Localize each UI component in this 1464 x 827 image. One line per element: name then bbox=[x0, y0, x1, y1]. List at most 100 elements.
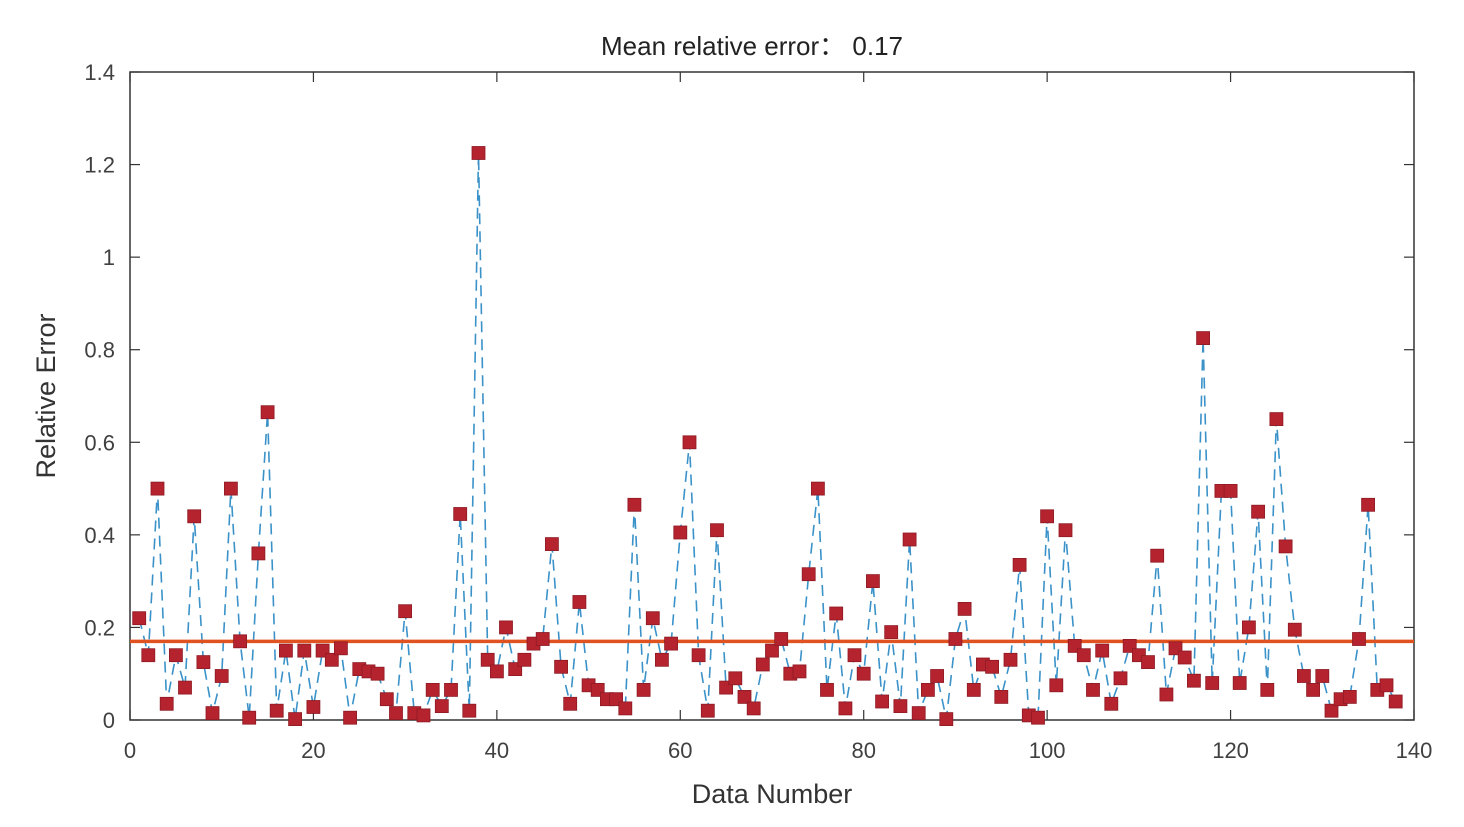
data-point-marker bbox=[710, 523, 724, 538]
data-point-marker bbox=[563, 696, 578, 711]
data-point-marker bbox=[398, 604, 413, 619]
data-point-marker bbox=[214, 669, 229, 683]
data-point-marker bbox=[691, 648, 706, 663]
data-point-marker bbox=[838, 701, 853, 716]
plot-area bbox=[129, 71, 1415, 721]
data-point-marker bbox=[957, 602, 972, 616]
data-point-marker bbox=[168, 648, 183, 663]
data-point-marker bbox=[1242, 620, 1256, 635]
data-point-marker bbox=[1251, 504, 1265, 519]
data-point-marker bbox=[911, 706, 926, 720]
x-tick-label: 120 bbox=[1212, 738, 1249, 763]
data-point-marker bbox=[444, 683, 458, 697]
data-point-marker bbox=[1205, 676, 1220, 690]
data-point-marker bbox=[1315, 669, 1330, 683]
data-point-marker bbox=[1159, 687, 1174, 702]
data-point-marker bbox=[297, 643, 312, 658]
y-tick-label: 0 bbox=[103, 708, 115, 733]
data-point-marker bbox=[1342, 690, 1357, 704]
data-point-marker bbox=[1287, 622, 1302, 637]
data-point-marker bbox=[966, 683, 981, 697]
data-point-marker bbox=[930, 669, 944, 683]
data-point-marker bbox=[645, 611, 660, 626]
data-point-marker bbox=[187, 509, 202, 524]
data-point-marker bbox=[1187, 673, 1201, 688]
data-point-marker bbox=[471, 146, 486, 160]
data-point-marker bbox=[811, 481, 825, 496]
data-point-marker bbox=[260, 405, 275, 420]
y-tick-label: 1.4 bbox=[84, 60, 115, 85]
data-point-marker bbox=[994, 690, 1009, 704]
data-point-marker bbox=[416, 708, 431, 723]
data-point-marker bbox=[774, 632, 789, 646]
data-point-marker bbox=[480, 652, 495, 667]
data-point-marker bbox=[902, 532, 917, 547]
data-point-marker bbox=[728, 671, 743, 686]
x-tick-label: 140 bbox=[1396, 738, 1433, 763]
data-point-marker bbox=[333, 641, 348, 656]
data-point-marker bbox=[1031, 710, 1045, 725]
data-point-marker bbox=[1150, 548, 1165, 563]
data-point-marker bbox=[269, 703, 284, 718]
data-point-marker bbox=[233, 634, 248, 649]
y-tick-label: 1.2 bbox=[84, 153, 115, 178]
data-point-marker bbox=[875, 694, 889, 709]
data-point-marker bbox=[278, 643, 293, 658]
data-point-marker bbox=[1086, 683, 1100, 697]
data-point-marker bbox=[425, 683, 440, 697]
data-point-marker bbox=[1232, 676, 1247, 690]
data-point-marker bbox=[1177, 650, 1192, 665]
data-point-marker bbox=[159, 696, 174, 711]
data-point-marker bbox=[489, 664, 504, 679]
data-point-marker bbox=[1058, 523, 1073, 538]
data-point-marker bbox=[242, 710, 257, 725]
data-point-marker bbox=[884, 625, 899, 639]
data-point-marker bbox=[251, 546, 266, 561]
data-point-marker bbox=[572, 595, 587, 609]
y-tick-label: 0.8 bbox=[84, 338, 115, 363]
x-tick-label: 40 bbox=[485, 738, 509, 763]
data-point-marker bbox=[1141, 655, 1155, 669]
data-point-marker bbox=[618, 701, 633, 716]
data-point-marker bbox=[627, 497, 642, 512]
data-point-marker bbox=[765, 643, 779, 658]
y-axis: 0 0.2 0.4 0.6 0.8 1 1.2 1.4 bbox=[84, 60, 1414, 733]
data-point-marker bbox=[324, 652, 339, 667]
data-point-marker bbox=[178, 680, 192, 695]
data-point-marker bbox=[1049, 678, 1064, 693]
chart-title: Mean relative error： 0.17 bbox=[601, 31, 903, 61]
data-point-marker bbox=[755, 657, 770, 672]
data-point-marker bbox=[389, 706, 403, 720]
data-point-marker bbox=[893, 699, 908, 713]
data-point-marker bbox=[306, 700, 321, 714]
series-line-group bbox=[138, 152, 1397, 720]
data-points bbox=[132, 146, 1403, 726]
y-tick-label: 0.2 bbox=[84, 615, 115, 640]
x-axis-label: Data Number bbox=[692, 779, 853, 809]
data-point-marker bbox=[1095, 643, 1110, 658]
data-point-marker bbox=[655, 652, 669, 667]
data-point-marker bbox=[985, 659, 999, 674]
data-point-marker bbox=[673, 525, 688, 540]
data-point-marker bbox=[1223, 483, 1238, 498]
data-point-marker bbox=[847, 648, 862, 663]
series-line bbox=[138, 152, 1397, 720]
data-point-marker bbox=[1269, 412, 1284, 427]
data-point-marker bbox=[1003, 652, 1018, 667]
data-point-marker bbox=[1379, 678, 1394, 693]
y-tick-label: 0.4 bbox=[84, 523, 115, 548]
data-point-marker bbox=[196, 655, 211, 669]
data-point-marker bbox=[499, 620, 513, 635]
y-tick-label: 0.6 bbox=[84, 430, 115, 455]
y-tick-label: 1 bbox=[103, 245, 115, 270]
data-point-marker bbox=[434, 699, 449, 713]
data-point-marker bbox=[379, 692, 394, 707]
data-point-marker bbox=[462, 703, 477, 718]
x-tick-label: 80 bbox=[851, 738, 875, 763]
data-point-marker bbox=[1388, 694, 1403, 709]
data-point-marker bbox=[664, 636, 678, 651]
data-point-marker bbox=[939, 712, 954, 726]
data-point-marker bbox=[1076, 648, 1091, 663]
data-point-marker bbox=[737, 690, 752, 704]
data-point-marker bbox=[746, 701, 761, 716]
